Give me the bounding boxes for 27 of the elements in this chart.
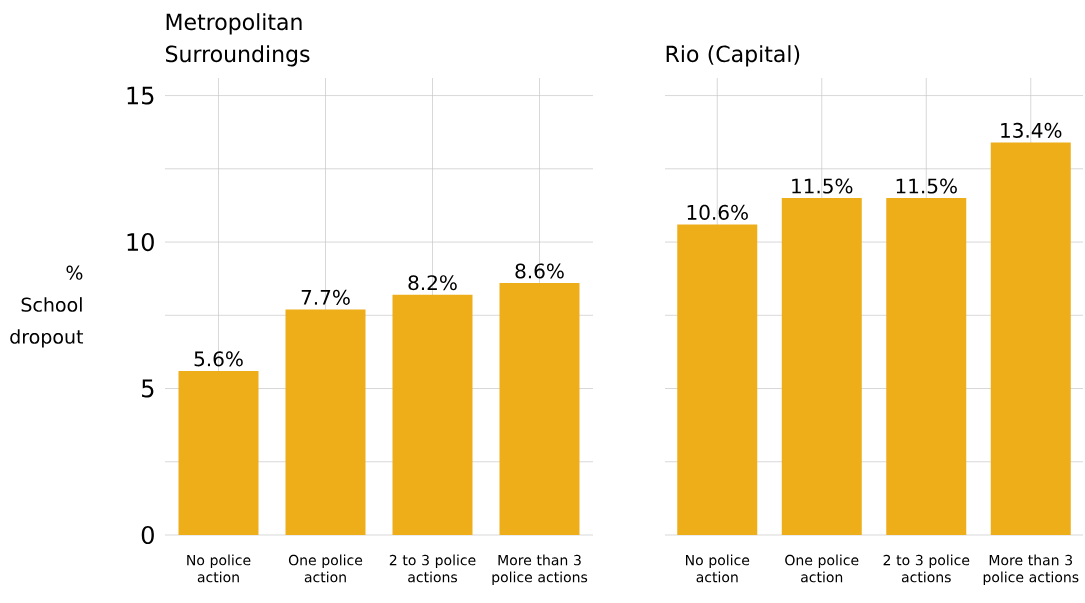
x-tick-label: 2 to 3 police actions bbox=[883, 554, 970, 583]
y-tick-label: 10 bbox=[127, 232, 154, 252]
y-axis-title: % School dropout bbox=[10, 265, 84, 348]
data-label: 8.6% bbox=[515, 263, 564, 279]
x-tick-label: 2 to 3 police actions bbox=[389, 554, 476, 583]
y-tick-label: 15 bbox=[127, 86, 154, 105]
bar bbox=[178, 370, 259, 535]
bar bbox=[499, 283, 580, 535]
bar bbox=[392, 294, 473, 535]
x-tick-label: One police action bbox=[785, 554, 859, 583]
x-tick-label: More than 3 police actions bbox=[492, 554, 588, 586]
y-tick-label: 0 bbox=[141, 525, 154, 545]
x-tick-label: More than 3 police actions bbox=[983, 554, 1079, 586]
data-label: 13.4% bbox=[1001, 122, 1062, 138]
data-label: 11.5% bbox=[792, 178, 853, 194]
y-tick-label: 5 bbox=[142, 379, 154, 398]
x-tick-label: One police action bbox=[288, 554, 363, 583]
bar bbox=[285, 309, 366, 535]
data-label: 8.2% bbox=[408, 275, 457, 291]
data-label: 10.6% bbox=[687, 204, 748, 220]
x-tick-label: No police action bbox=[686, 554, 750, 583]
data-label: 11.5% bbox=[896, 178, 957, 194]
chart-title: Rio (Capital) bbox=[666, 45, 800, 67]
x-tick-label: No police action bbox=[187, 554, 251, 583]
data-label: 5.6% bbox=[194, 351, 243, 367]
data-label: 7.7% bbox=[301, 289, 350, 305]
chart-title: Metropolitan Surroundings bbox=[165, 13, 310, 67]
